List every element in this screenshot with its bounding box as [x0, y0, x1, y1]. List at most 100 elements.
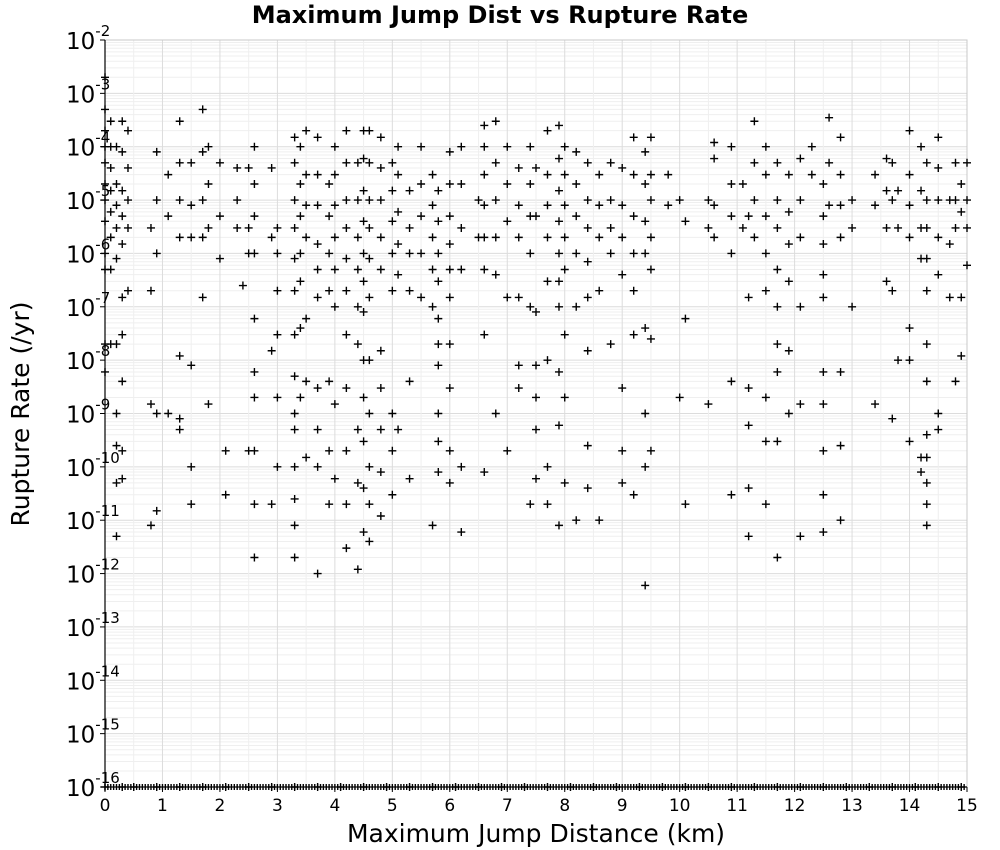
data-point [376, 265, 385, 274]
data-point [353, 233, 362, 242]
y-tick-label: 10-5 [66, 182, 110, 215]
data-point [428, 521, 437, 530]
data-point [325, 249, 334, 258]
data-point [922, 430, 931, 439]
data-point [417, 212, 426, 221]
data-point [106, 233, 115, 242]
data-point [325, 377, 334, 386]
data-point [290, 425, 299, 434]
data-point [325, 180, 334, 189]
data-point [951, 377, 960, 386]
data-point [359, 307, 368, 316]
data-point [417, 293, 426, 302]
data-point [905, 356, 914, 365]
data-point [796, 400, 805, 409]
data-point [641, 409, 650, 418]
data-point [606, 249, 615, 258]
data-point [428, 170, 437, 179]
data-point [342, 196, 351, 205]
data-point [882, 186, 891, 195]
data-point [325, 500, 334, 509]
data-point [233, 223, 242, 232]
data-point [796, 302, 805, 311]
data-point [296, 142, 305, 151]
data-point [560, 265, 569, 274]
data-point [675, 196, 684, 205]
data-point [365, 126, 374, 135]
data-point [773, 367, 782, 376]
data-point [118, 446, 127, 455]
y-tick-label: 10-12 [66, 556, 120, 589]
data-point [273, 286, 282, 295]
data-point [417, 180, 426, 189]
data-point [819, 490, 828, 499]
data-point [934, 163, 943, 172]
data-point [353, 425, 362, 434]
data-point [543, 233, 552, 242]
data-point [428, 302, 437, 311]
data-point [554, 277, 563, 286]
data-point [112, 223, 121, 232]
data-point [164, 170, 173, 179]
data-point [503, 142, 512, 151]
x-axis: 0 1 2 3 4 5 6 7 8 9 10 11 12 13 14 15 [100, 786, 978, 816]
data-point [394, 170, 403, 179]
data-point [290, 223, 299, 232]
data-point [198, 105, 207, 114]
data-point [646, 170, 655, 179]
data-point [457, 142, 466, 151]
data-point [250, 249, 259, 258]
data-point [445, 240, 454, 249]
data-point [784, 409, 793, 418]
data-point [583, 346, 592, 355]
data-point [951, 158, 960, 167]
data-point [514, 201, 523, 210]
data-point [888, 158, 897, 167]
data-point [359, 484, 368, 493]
data-point [365, 500, 374, 509]
data-point [106, 117, 115, 126]
data-point [554, 217, 563, 226]
data-point [112, 142, 121, 151]
data-point [934, 196, 943, 205]
data-point [290, 254, 299, 263]
data-point [118, 240, 127, 249]
data-point [905, 437, 914, 446]
x-tick-label: 4 [329, 796, 340, 816]
y-tick-label: 10-16 [66, 769, 120, 802]
data-point [646, 196, 655, 205]
data-point [704, 223, 713, 232]
data-point [819, 180, 828, 189]
data-point [123, 223, 132, 232]
data-point [491, 196, 500, 205]
data-point [819, 446, 828, 455]
data-point [342, 126, 351, 135]
data-point [922, 500, 931, 509]
data-point [646, 133, 655, 142]
data-point [394, 207, 403, 216]
data-point [342, 544, 351, 553]
data-point [554, 367, 563, 376]
data-point [836, 233, 845, 242]
data-point [175, 233, 184, 242]
data-point [330, 474, 339, 483]
data-point [491, 409, 500, 418]
data-point [888, 196, 897, 205]
data-point [290, 521, 299, 530]
data-point [445, 180, 454, 189]
data-point [572, 249, 581, 258]
data-point [313, 384, 322, 393]
data-point [836, 201, 845, 210]
data-point [784, 170, 793, 179]
data-point [353, 302, 362, 311]
data-point [710, 201, 719, 210]
data-point [457, 223, 466, 232]
data-point [871, 400, 880, 409]
data-point [618, 270, 627, 279]
data-point [503, 293, 512, 302]
data-point [819, 212, 828, 221]
data-point [618, 384, 627, 393]
data-point [848, 223, 857, 232]
data-point [164, 409, 173, 418]
data-point [302, 453, 311, 462]
